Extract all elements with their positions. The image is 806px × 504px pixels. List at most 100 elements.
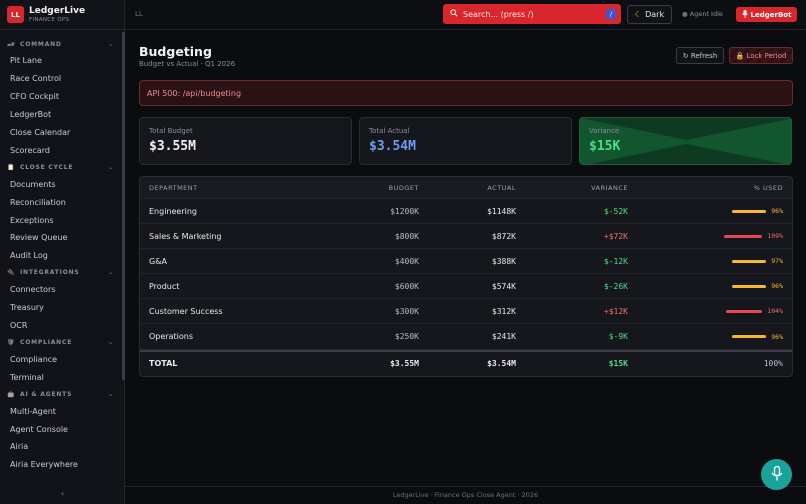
sidebar-item-treasury[interactable]: Treasury xyxy=(10,303,44,313)
sidebar-item-connectors[interactable]: Connectors xyxy=(10,285,56,295)
kpi-variance: Variance $15K xyxy=(579,117,792,165)
lock-period-button[interactable]: 🔒 Lock Period xyxy=(729,47,793,64)
usage-percent: 96% xyxy=(771,332,783,341)
sidebar-group-header[interactable]: 🏎 COMMAND ⌄ xyxy=(0,36,122,52)
sidebar-item-reconciliation[interactable]: Reconciliation xyxy=(10,197,66,207)
total-budget: $3.55M xyxy=(390,358,419,368)
variance-cell: +$72K xyxy=(603,231,628,241)
total-label: TOTAL xyxy=(149,358,178,368)
top-bar: LL Search... (press /) / ☾ Dark ● Agent … xyxy=(125,0,806,30)
sidebar-item-ocr[interactable]: OCR xyxy=(10,321,28,331)
kpi-value: $3.55M xyxy=(149,139,196,154)
voice-assistant-button[interactable] xyxy=(761,459,792,490)
col-budget[interactable]: BUDGET xyxy=(388,183,419,192)
error-banner: API 500: /api/budgeting xyxy=(139,80,793,106)
shield-icon: 🛡 xyxy=(7,338,16,346)
department-cell: Operations xyxy=(149,332,193,342)
department-cell: G&A xyxy=(149,256,167,266)
table-row[interactable]: Engineering $1200K $1148K $-52K 96% xyxy=(140,199,792,225)
sidebar-item-close-calendar[interactable]: Close Calendar xyxy=(10,128,71,137)
used-cell: 109% xyxy=(724,224,783,248)
sidebar-group-header[interactable]: 📋 CLOSE CYCLE ⌄ xyxy=(0,159,122,175)
usage-bar xyxy=(732,284,767,288)
sidebar-item-agent-console[interactable]: Agent Console xyxy=(10,424,68,434)
used-cell: 97% xyxy=(732,249,783,273)
table-total-row: TOTAL $3.55M $3.54M $15K 100% xyxy=(140,349,792,375)
col-department[interactable]: DEPARTMENT xyxy=(149,183,198,192)
sidebar-group-header[interactable]: 🤖 AI & AGENTS ⌄ xyxy=(0,386,122,402)
sidebar-item-compliance[interactable]: Compliance xyxy=(10,354,58,364)
collapse-sidebar-button[interactable]: ‹ xyxy=(60,489,65,498)
variance-cell: $-26K xyxy=(603,281,628,291)
sidebar-item-scorecard[interactable]: Scorecard xyxy=(10,145,50,155)
theme-label: Dark xyxy=(645,10,665,19)
sidebar-item-airia-everywhere[interactable]: Airia Everywhere xyxy=(10,460,78,470)
used-cell: 96% xyxy=(732,324,783,348)
brand[interactable]: LL LedgerLive FINANCE OPS xyxy=(0,0,124,30)
budget-cell: $250K xyxy=(394,332,419,342)
sidebar-item-documents[interactable]: Documents xyxy=(10,179,56,189)
variance-card-decoration xyxy=(580,118,791,164)
footer: LedgerLive · Finance Ops Close Agent · 2… xyxy=(125,486,806,504)
refresh-button[interactable]: ↻ Refresh xyxy=(676,47,724,64)
kpi-total-actual: Total Actual $3.54M xyxy=(359,117,572,165)
usage-bar xyxy=(732,259,767,263)
sidebar-item-audit-log[interactable]: Audit Log xyxy=(10,251,48,261)
department-cell: Engineering xyxy=(149,206,197,216)
search-input[interactable]: Search... (press /) / xyxy=(443,4,621,24)
kpi-label: Total Actual xyxy=(369,127,410,135)
sidebar-scrollbar[interactable] xyxy=(122,32,125,380)
sidebar-group-header[interactable]: 🛡 COMPLIANCE ⌄ xyxy=(0,334,122,350)
search-placeholder: Search... (press /) xyxy=(463,9,534,19)
variance-cell: $-12K xyxy=(603,256,628,266)
table-row[interactable]: Customer Success $300K $312K +$12K 104% xyxy=(140,299,792,325)
table-row[interactable]: Sales & Marketing $800K $872K +$72K 109% xyxy=(140,224,792,250)
brand-logo: LL xyxy=(7,6,24,23)
theme-toggle-button[interactable]: ☾ Dark xyxy=(627,5,672,24)
sidebar-item-ledgerbot[interactable]: LedgerBot xyxy=(10,110,52,120)
sidebar-group-title: CLOSE CYCLE xyxy=(20,163,74,171)
sidebar-item-multi-agent[interactable]: Multi-Agent xyxy=(10,406,56,416)
plug-icon: 🔌 xyxy=(7,269,16,277)
actual-cell: $872K xyxy=(491,231,516,241)
chevron-down-icon: ⌄ xyxy=(108,163,114,171)
sidebar-item-terminal[interactable]: Terminal xyxy=(10,372,44,382)
usage-bar xyxy=(732,335,767,339)
kpi-value: $15K xyxy=(589,139,621,154)
chevron-down-icon: ⌄ xyxy=(108,269,114,277)
ledgerbot-button[interactable]: LedgerBot xyxy=(736,7,797,22)
actual-cell: $574K xyxy=(491,281,516,291)
kpi-label: Variance xyxy=(589,127,620,135)
sidebar-group-title: INTEGRATIONS xyxy=(20,269,80,277)
department-cell: Sales & Marketing xyxy=(149,231,222,241)
sidebar-item-exceptions[interactable]: Exceptions xyxy=(10,215,54,225)
sidebar-item-race-control[interactable]: Race Control xyxy=(10,74,62,84)
col-variance[interactable]: VARIANCE xyxy=(591,183,628,192)
table-row[interactable]: Operations $250K $241K $-9K 96% xyxy=(140,324,792,350)
sidebar-item-review-queue[interactable]: Review Queue xyxy=(10,233,68,243)
status-dot-icon: ● xyxy=(682,10,688,18)
used-cell: 104% xyxy=(726,299,783,323)
page-title: Budgeting xyxy=(139,44,212,59)
variance-cell: $-52K xyxy=(603,206,628,216)
chevron-down-icon: ⌄ xyxy=(108,390,114,398)
usage-bar xyxy=(726,309,763,313)
total-used: 100% xyxy=(763,358,783,368)
used-cell: 96% xyxy=(732,199,783,223)
sidebar-item-airia[interactable]: Airia xyxy=(10,442,29,452)
chevron-down-icon: ⌄ xyxy=(108,338,114,346)
col-used[interactable]: % USED xyxy=(753,183,783,192)
table-header-row: DEPARTMENT BUDGET ACTUAL VARIANCE % USED xyxy=(140,177,792,199)
table-row[interactable]: G&A $400K $388K $-12K 97% xyxy=(140,249,792,275)
microphone-icon xyxy=(771,465,783,484)
sidebar-item-pit-lane[interactable]: Pit Lane xyxy=(10,56,42,66)
usage-percent: 96% xyxy=(771,282,783,291)
sidebar-item-cfo-cockpit[interactable]: CFO Cockpit xyxy=(10,92,59,102)
col-actual[interactable]: ACTUAL xyxy=(487,183,516,192)
budget-cell: $600K xyxy=(394,281,419,291)
budget-cell: $1200K xyxy=(390,206,419,216)
table-row[interactable]: Product $600K $574K $-26K 96% xyxy=(140,274,792,300)
racecar-icon: 🏎 xyxy=(7,40,16,48)
actual-cell: $241K xyxy=(491,332,516,342)
sidebar-group-header[interactable]: 🔌 INTEGRATIONS ⌄ xyxy=(0,265,122,281)
